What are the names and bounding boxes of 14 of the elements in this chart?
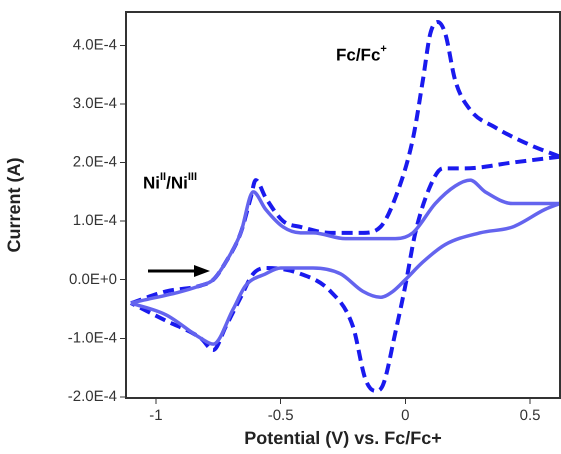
y-tick-label: 2.0E-4	[72, 154, 117, 171]
y-tick-label: 0.0E+0	[69, 270, 117, 288]
x-tick-label: 0	[401, 407, 410, 424]
y-tick-label: 3.0E-4	[72, 95, 117, 112]
y-tick-label: 1.0E-4	[72, 212, 117, 230]
x-axis-title: Potential (V) vs. Fc/Fc+	[244, 428, 442, 448]
y-tick-label: 4.0E-4	[72, 36, 117, 54]
x-tick-label: 0.5	[520, 407, 540, 424]
y-axis-title: Current (A)	[4, 158, 24, 252]
x-tick-label: -1	[149, 407, 163, 424]
annotation: Fc/Fc+	[336, 42, 387, 65]
y-tick-label: -2.0E-4	[68, 388, 117, 405]
y-tick-label: -1.0E-4	[68, 329, 117, 346]
x-tick-label: -0.5	[268, 407, 294, 424]
